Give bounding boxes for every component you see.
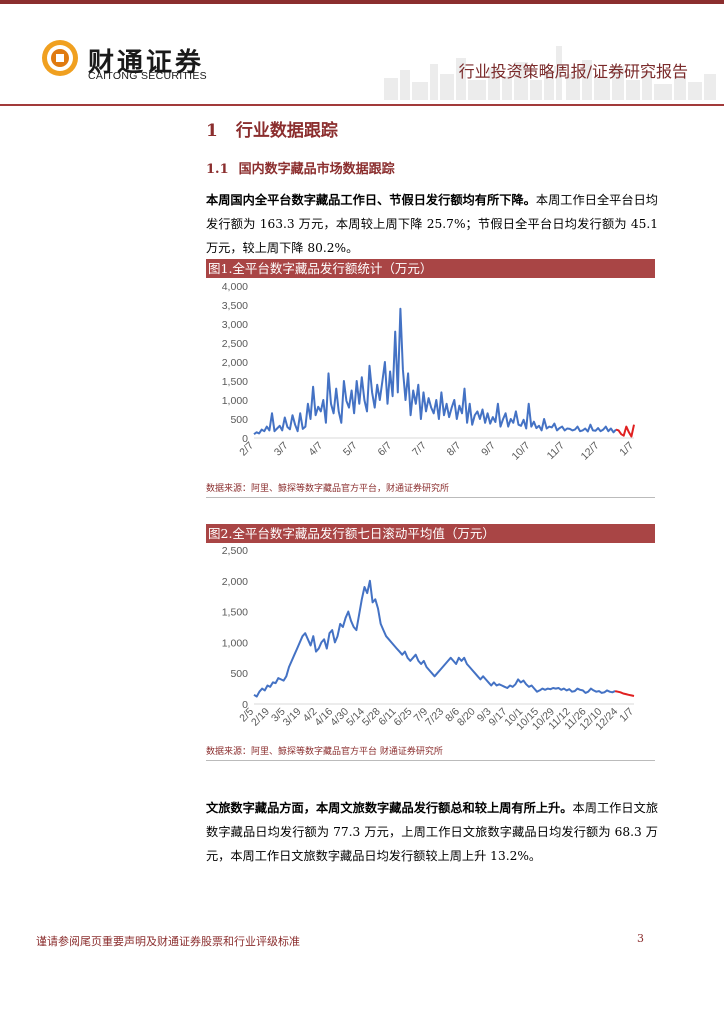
chart2-x-tick-label: 8/20	[455, 706, 478, 729]
company-name-en: CAITONG SECURITIES	[88, 70, 207, 82]
paragraph-lead: 文旅数字藏品方面，本周文旅数字藏品发行额总和较上周有所上升。	[206, 801, 573, 815]
paragraph-cultural-tourism: 文旅数字藏品方面，本周文旅数字藏品发行额总和较上周有所上升。本周工作日文旅数字藏…	[206, 796, 658, 868]
figure-2-source: 数据来源：阿里、鲸探等数字藏品官方平台 财通证券研究所	[206, 747, 443, 757]
chart2-y-tick-label: 2,500	[222, 545, 248, 557]
chart1-x-tick-label: 4/7	[306, 440, 325, 459]
chart1-y-tick-label: 3,000	[222, 319, 248, 331]
chart2-x-tick-label: 3/19	[281, 706, 304, 729]
company-name-cn: 财通证券	[88, 48, 205, 78]
figure-1-source: 数据来源：阿里、鲸探等数字藏品官方平台，财通证券研究所	[206, 484, 450, 494]
section-title: 行业数据跟踪	[235, 121, 338, 141]
caitong-logo-icon	[42, 40, 78, 76]
chart1-x-tick-label: 2/7	[237, 440, 256, 459]
header-banner: 财通证券 CAITONG SECURITIES 行业投资策略周报/证券研究报告	[0, 4, 724, 106]
section-heading-1: 1 行业数据跟踪	[206, 116, 338, 141]
paragraph-body: 本周工作日全平台日均发行额为 163.3 万元，本周较上周下降 25.7%；节假…	[206, 193, 658, 255]
figure-2-divider	[206, 760, 655, 761]
chart1-x-tick-label: 5/7	[341, 440, 360, 459]
chart1-x-tick-label: 8/7	[445, 440, 464, 459]
figure-1-divider	[206, 497, 655, 498]
figure-2-title: 图2.全平台数字藏品发行额七日滚动平均值（万元）	[206, 524, 655, 543]
subsection-heading-1-1: 1.1 国内数字藏品市场数据跟踪	[206, 158, 395, 177]
chart2-y-tick-label: 1,000	[222, 637, 248, 649]
chart2-x-tick-label: 7/23	[423, 706, 446, 729]
paragraph-body: 本周工作日文旅数字藏品日均发行额为 77.3 万元，上周工作日文旅数字藏品日均发…	[206, 801, 659, 863]
chart1-y-tick-label: 500	[230, 414, 248, 426]
chart1-x-tick-label: 3/7	[272, 440, 291, 459]
page-number: 3	[637, 932, 644, 945]
chart2-x-tick-label: 2/19	[249, 706, 272, 729]
chart1-y-tick-label: 2,500	[222, 338, 248, 350]
chart1-x-tick-label: 6/7	[375, 440, 394, 459]
figure-1-chart: 0 500 1,000 1,500 2,000 2,500 3,000 3,500 4,000 2…	[222, 281, 637, 463]
chart1-y-tick-label: 2,000	[222, 357, 248, 369]
figure-2-chart: 05001,0001,5002,0002,5002/52/193/53/194/…	[222, 545, 637, 733]
chart2-y-tick-label: 500	[230, 668, 248, 680]
chart2-x-tick-label: 6/25	[392, 706, 415, 729]
footer-disclaimer: 谨请参阅尾页重要声明及财通证券股票和行业评级标准	[36, 935, 300, 948]
city-skyline-graphic	[384, 46, 716, 100]
subsection-title: 国内数字藏品市场数据跟踪	[238, 162, 395, 177]
chart1-recent-week-line	[615, 424, 635, 438]
chart1-series-line	[253, 307, 617, 436]
chart1-y-tick-label: 1,500	[222, 376, 248, 388]
chart1-x-tick-label: 12/7	[579, 440, 602, 463]
chart2-y-tick-label: 2,000	[222, 576, 248, 588]
header-rule	[0, 104, 724, 106]
chart1-x-tick-label: 10/7	[510, 440, 533, 463]
chart1-y-tick-label: 4,000	[222, 281, 248, 293]
chart1-x-tick-label: 7/7	[410, 440, 429, 459]
chart2-y-tick-label: 1,500	[222, 607, 248, 619]
chart2-x-tick-label: 1/7	[617, 706, 636, 725]
chart2-recent-week-line	[614, 690, 635, 697]
chart1-y-tick-label: 3,500	[222, 300, 248, 312]
report-type: 行业投资策略周报/证券研究报告	[458, 62, 688, 81]
chart1-y-tick-label: 0	[242, 433, 248, 445]
top-border	[0, 0, 724, 4]
figure-1-title: 图1.全平台数字藏品发行额统计（万元）	[206, 259, 655, 278]
chart2-y-tick-label: 0	[242, 699, 248, 711]
paragraph-lead: 本周国内全平台数字藏品工作日、节假日发行额均有所下降。	[206, 193, 536, 207]
chart1-x-tick-label: 9/7	[479, 440, 498, 459]
chart1-x-tick-label: 1/7	[617, 440, 636, 459]
chart1-x-tick-label: 11/7	[545, 440, 567, 462]
paragraph-platform-summary: 本周国内全平台数字藏品工作日、节假日发行额均有所下降。本周工作日全平台日均发行额…	[206, 188, 658, 260]
subsection-number: 1.1	[206, 162, 229, 177]
section-number: 1	[206, 121, 218, 141]
chart2-series-line	[253, 579, 616, 698]
chart1-y-tick-label: 1,000	[222, 395, 248, 407]
